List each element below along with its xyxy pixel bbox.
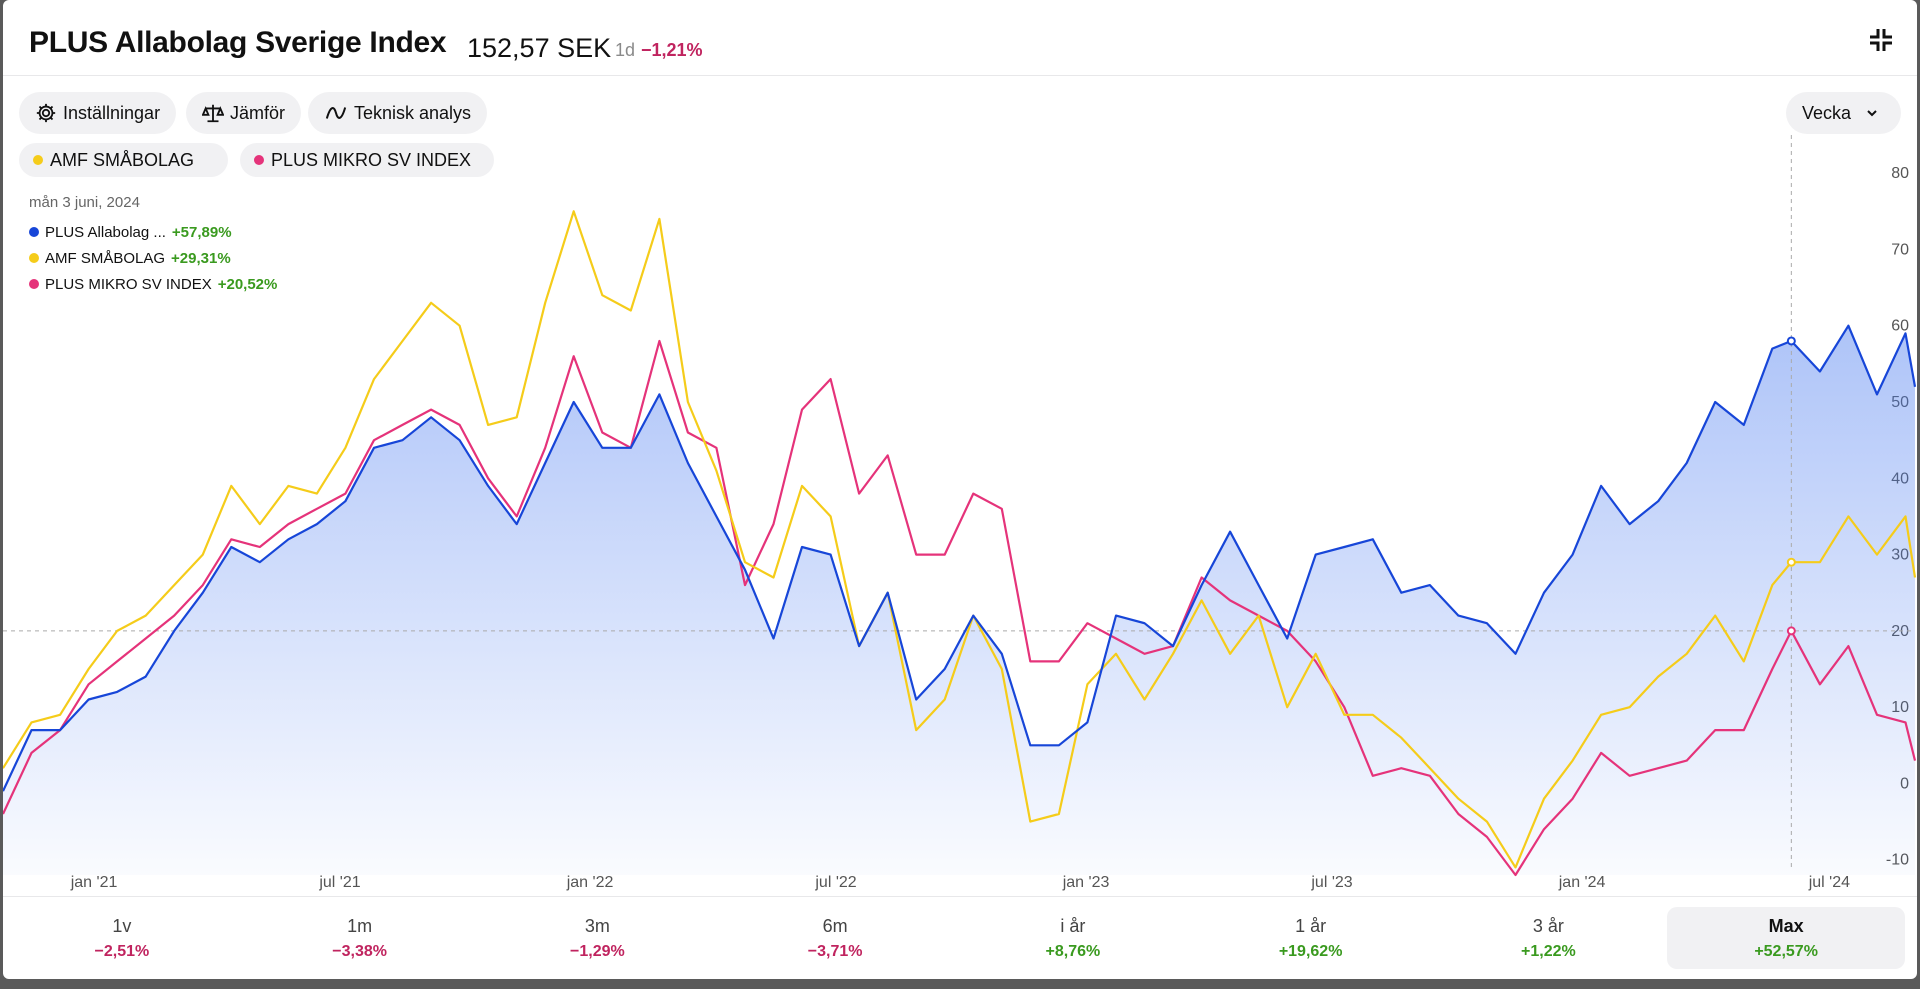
change-value: −1,21% (641, 40, 703, 60)
period-3y[interactable]: 3 år +1,22% (1430, 907, 1668, 969)
period-ytd[interactable]: i år +8,76% (954, 907, 1192, 969)
period-label: 3m (584, 915, 610, 936)
period-1m[interactable]: 1m −3,38% (241, 907, 479, 969)
tooltip-row: PLUS MIKRO SV INDEX +20,52% (29, 271, 277, 297)
x-tick-label: jan '21 (70, 874, 118, 891)
tooltip-row: AMF SMÅBOLAG +29,31% (29, 245, 277, 271)
technical-analysis-button[interactable]: Teknisk analys (308, 92, 488, 134)
tooltip-series-name: AMF SMÅBOLAG (45, 249, 166, 267)
period-value: +1,22% (1521, 942, 1576, 960)
tooltip-series-value: +20,52% (217, 275, 278, 293)
period-value: −1,29% (570, 942, 625, 960)
scale-icon (202, 104, 224, 123)
tooltip-date: mån 3 juni, 2024 (29, 194, 140, 211)
price-value: 152,57 SEK (467, 33, 612, 63)
tooltip-row: PLUS Allabolag ... +57,89% (29, 219, 277, 245)
period-6m[interactable]: 6m −3,71% (716, 907, 954, 969)
period-label: 6m (822, 915, 848, 936)
series-area-fill (3, 325, 1915, 875)
x-tick-label: jan '24 (1558, 874, 1606, 891)
compare-chip-label: AMF SMÅBOLAG (50, 149, 195, 170)
period-value: −3,71% (807, 942, 863, 960)
period-label: 1m (347, 915, 373, 936)
compare-chip-amf[interactable]: AMF SMÅBOLAG (19, 143, 228, 177)
period-max[interactable]: Max +52,57% (1667, 907, 1905, 969)
series-line (3, 339, 1917, 877)
settings-label: Inställningar (63, 102, 161, 123)
period-1v[interactable]: 1v −2,51% (3, 907, 241, 969)
period-selector: 1v −2,51% 1m −3,38% 3m −1,29% 6m −3,71% i år… (3, 896, 1917, 979)
tooltip-series-value: +29,31% (171, 249, 231, 267)
tooltip-series-name: PLUS Allabolag ... (45, 223, 166, 241)
x-tick-label: jul '24 (1808, 874, 1850, 891)
y-tick-label: 80 (1891, 165, 1909, 182)
x-tick-label: jul '23 (1310, 874, 1352, 891)
period-value: +19,62% (1278, 942, 1343, 960)
period-value: −2,51% (94, 942, 150, 960)
series-dot-icon (29, 279, 39, 289)
amf-dot-icon (33, 155, 43, 165)
tooltip-series-value: +57,89% (171, 223, 232, 241)
page-title: PLUS Allabolag Sverige Index (29, 26, 447, 59)
x-tick-label: jan '22 (566, 874, 614, 891)
chart-modal: PLUS Allabolag Sverige Index 152,57 SEK … (3, 0, 1917, 979)
period-value: −3,38% (332, 942, 387, 960)
series-dot-icon (29, 253, 39, 263)
change-period-label: 1d (615, 40, 636, 60)
compare-button[interactable]: Jämför (186, 92, 302, 134)
chevron-down-icon (1867, 110, 1877, 117)
technical-analysis-label: Teknisk analys (354, 102, 472, 123)
crosshair-point (1786, 336, 1796, 346)
mikro-dot-icon (254, 155, 264, 165)
series-line (3, 324, 1917, 792)
crosshair-point (1786, 626, 1796, 636)
trend-line-icon (325, 107, 347, 119)
settings-button[interactable]: Inställningar (19, 92, 177, 134)
period-label: 1 år (1295, 915, 1327, 936)
tooltip-series-name: PLUS MIKRO SV INDEX (45, 275, 212, 293)
period-value: +52,57% (1754, 942, 1818, 960)
compare-chip-mikro[interactable]: PLUS MIKRO SV INDEX (240, 143, 494, 177)
period-label: i år (1060, 915, 1086, 936)
crosshair-point (1786, 557, 1796, 567)
period-label: Max (1768, 915, 1804, 936)
y-tick-label: 70 (1891, 241, 1909, 258)
series-dot-icon (29, 227, 39, 237)
period-3m[interactable]: 3m −1,29% (479, 907, 717, 969)
period-label: 3 år (1532, 915, 1564, 936)
interval-label: Vecka (1802, 102, 1852, 123)
x-tick-label: jul '21 (318, 874, 360, 891)
period-value: +8,76% (1045, 942, 1101, 960)
period-label: 1v (112, 915, 132, 936)
header: PLUS Allabolag Sverige Index 152,57 SEK … (3, 0, 1917, 76)
collapse-icon[interactable] (1867, 26, 1895, 54)
compare-label: Jämför (230, 102, 286, 123)
y-tick-label: 60 (1891, 318, 1909, 335)
x-tick-label: jan '23 (1062, 874, 1110, 891)
compare-chip-label: PLUS MIKRO SV INDEX (271, 149, 472, 170)
interval-select[interactable]: Vecka (1786, 92, 1901, 134)
gear-icon (36, 103, 56, 123)
period-1y[interactable]: 1 år +19,62% (1192, 907, 1430, 969)
crosshair-tooltip: mån 3 juni, 2024 PLUS Allabolag ... +57,… (29, 194, 277, 297)
x-tick-label: jul '22 (814, 874, 856, 891)
